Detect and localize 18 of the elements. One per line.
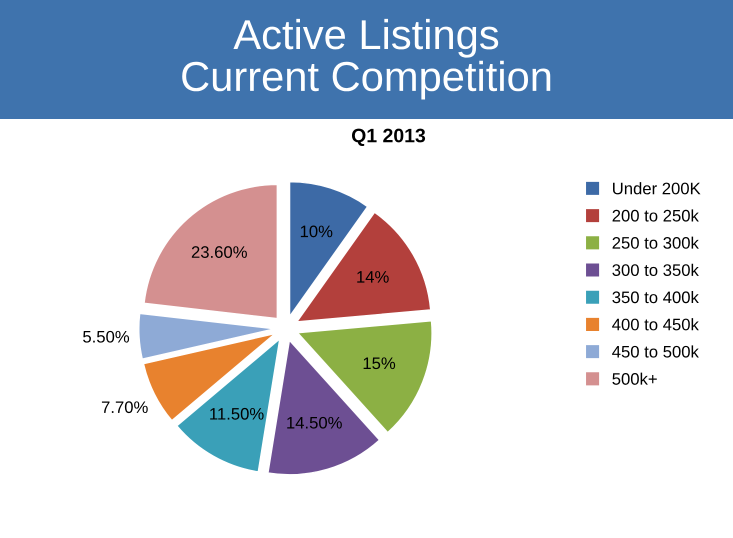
legend-label: 400 to 450k (612, 318, 699, 330)
legend-label: 450 to 500k (612, 345, 699, 358)
chart-subtitle: Q1 2013 (352, 128, 426, 146)
data-label: 10% (300, 226, 332, 238)
data-label: 7.70% (102, 401, 148, 414)
legend-label: Under 200K (613, 182, 700, 194)
legend-label: 300 to 350k (612, 264, 699, 276)
data-label: 14.50% (287, 416, 342, 429)
data-label: 15% (364, 357, 396, 370)
legend-label: 200 to 250k (612, 209, 699, 222)
data-label: 23.60% (192, 246, 247, 258)
legend-label: 250 to 300k (612, 236, 699, 249)
legend-label: 500k+ (612, 372, 657, 385)
data-label: 5.50% (83, 330, 130, 343)
data-label: 11.50% (210, 408, 264, 420)
legend-label: 350 to 400k (612, 290, 699, 304)
data-label: 14% (357, 271, 389, 283)
chart-title: Active Listings Current Competition (182, 18, 550, 100)
